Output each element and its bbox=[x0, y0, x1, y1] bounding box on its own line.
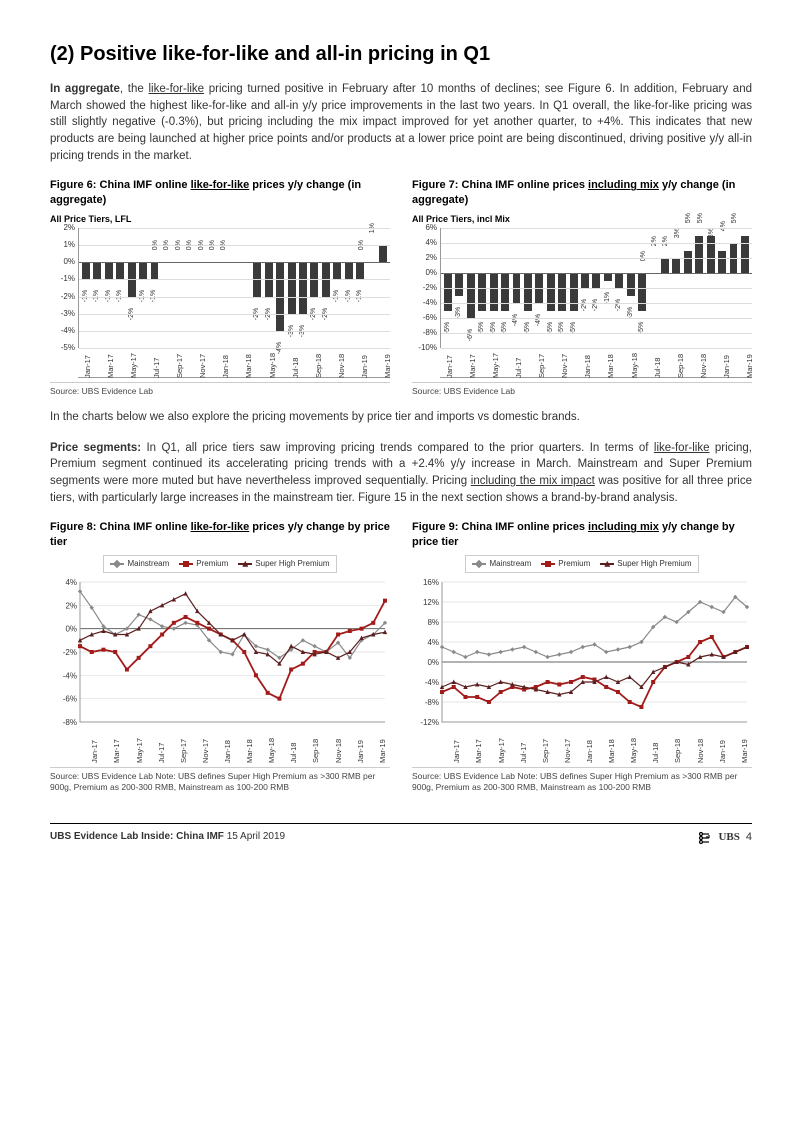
fig9-source: Source: UBS Evidence Lab Note: UBS defin… bbox=[412, 767, 752, 793]
page-footer: UBS Evidence Lab Inside: China IMF 15 Ap… bbox=[50, 823, 752, 856]
svg-text:2%: 2% bbox=[65, 601, 77, 610]
ubs-logo: UBS bbox=[718, 830, 739, 846]
fig8-title: Figure 8: China IMF online like-for-like… bbox=[50, 520, 390, 549]
fig8-legend: MainstreamPremiumSuper High Premium bbox=[103, 555, 336, 573]
svg-text:-6%: -6% bbox=[63, 694, 77, 703]
t: like-for-like bbox=[191, 521, 250, 533]
t: Figure 6: China IMF online bbox=[50, 179, 191, 191]
fig7-chart: 6%4%2%0%-2%-4%-6%-8%-10% -5%-3%-6%-5%-5%… bbox=[440, 228, 752, 378]
fig6-title: Figure 6: China IMF online like-for-like… bbox=[50, 178, 390, 207]
svg-text:-4%: -4% bbox=[63, 671, 77, 680]
t: Price segments: bbox=[50, 442, 141, 454]
svg-text:-4%: -4% bbox=[425, 678, 439, 687]
footer-left: UBS Evidence Lab Inside: China IMF 15 Ap… bbox=[50, 830, 285, 845]
fig6-chart: 2%1%0%-1%-2%-3%-4%-5% -1%-1%-1%-1%-2%-1%… bbox=[78, 228, 390, 378]
t: In Q1, all price tiers saw improving pri… bbox=[141, 442, 654, 454]
svg-text:8%: 8% bbox=[427, 618, 439, 627]
t: including mix bbox=[588, 521, 659, 533]
fig7-source: Source: UBS Evidence Lab bbox=[412, 382, 752, 397]
row-fig8-fig9: Figure 8: China IMF online like-for-like… bbox=[50, 520, 752, 792]
fig9-title: Figure 9: China IMF online prices includ… bbox=[412, 520, 752, 549]
para1-ul: like-for-like bbox=[148, 83, 204, 95]
fig9-legend: MainstreamPremiumSuper High Premium bbox=[465, 555, 698, 573]
svg-text:-8%: -8% bbox=[63, 718, 77, 727]
fig6-source: Source: UBS Evidence Lab bbox=[50, 382, 390, 397]
ubs-keys-icon bbox=[698, 831, 712, 845]
t: , the bbox=[120, 83, 149, 95]
fig9-chart: 16% 12% 8% 4% 0% -4% -8% -12% bbox=[412, 577, 752, 727]
svg-text:4%: 4% bbox=[427, 638, 439, 647]
fig8: Figure 8: China IMF online like-for-like… bbox=[50, 520, 390, 792]
paragraph-1: In aggregate, the like-for-like pricing … bbox=[50, 81, 752, 164]
footer-right: UBS 4 bbox=[698, 830, 752, 846]
svg-text:16%: 16% bbox=[423, 578, 439, 587]
t: Figure 8: China IMF online bbox=[50, 521, 191, 533]
paragraph-3: Price segments: In Q1, all price tiers s… bbox=[50, 440, 752, 507]
footer-title: UBS Evidence Lab Inside: China IMF bbox=[50, 831, 224, 842]
fig6-subtitle: All Price Tiers, LFL bbox=[50, 213, 390, 226]
svg-text:-8%: -8% bbox=[425, 698, 439, 707]
svg-text:12%: 12% bbox=[423, 598, 439, 607]
fig7: Figure 7: China IMF online prices includ… bbox=[412, 178, 752, 397]
svg-text:4%: 4% bbox=[65, 578, 77, 587]
t: including mix bbox=[588, 179, 659, 191]
fig9: Figure 9: China IMF online prices includ… bbox=[412, 520, 752, 792]
t: Figure 9: China IMF online prices bbox=[412, 521, 588, 533]
section-heading: (2) Positive like-for-like and all-in pr… bbox=[50, 40, 752, 69]
t: like-for-like bbox=[191, 179, 250, 191]
para1-lead: In aggregate bbox=[50, 83, 120, 95]
svg-text:-12%: -12% bbox=[420, 718, 439, 727]
fig8-chart: 4% 2% 0% -2% -4% -6% -8% bbox=[50, 577, 390, 727]
svg-text:0%: 0% bbox=[65, 624, 77, 633]
page-number: 4 bbox=[746, 830, 752, 846]
fig6: Figure 6: China IMF online like-for-like… bbox=[50, 178, 390, 397]
paragraph-2: In the charts below we also explore the … bbox=[50, 409, 752, 426]
t: Figure 7: China IMF online prices bbox=[412, 179, 588, 191]
svg-text:0%: 0% bbox=[427, 658, 439, 667]
t: like-for-like bbox=[654, 442, 710, 454]
row-fig6-fig7: Figure 6: China IMF online like-for-like… bbox=[50, 178, 752, 397]
fig8-source: Source: UBS Evidence Lab Note: UBS defin… bbox=[50, 767, 390, 793]
t: including the mix impact bbox=[471, 475, 595, 487]
footer-date: 15 April 2019 bbox=[224, 831, 285, 842]
svg-text:-2%: -2% bbox=[63, 648, 77, 657]
